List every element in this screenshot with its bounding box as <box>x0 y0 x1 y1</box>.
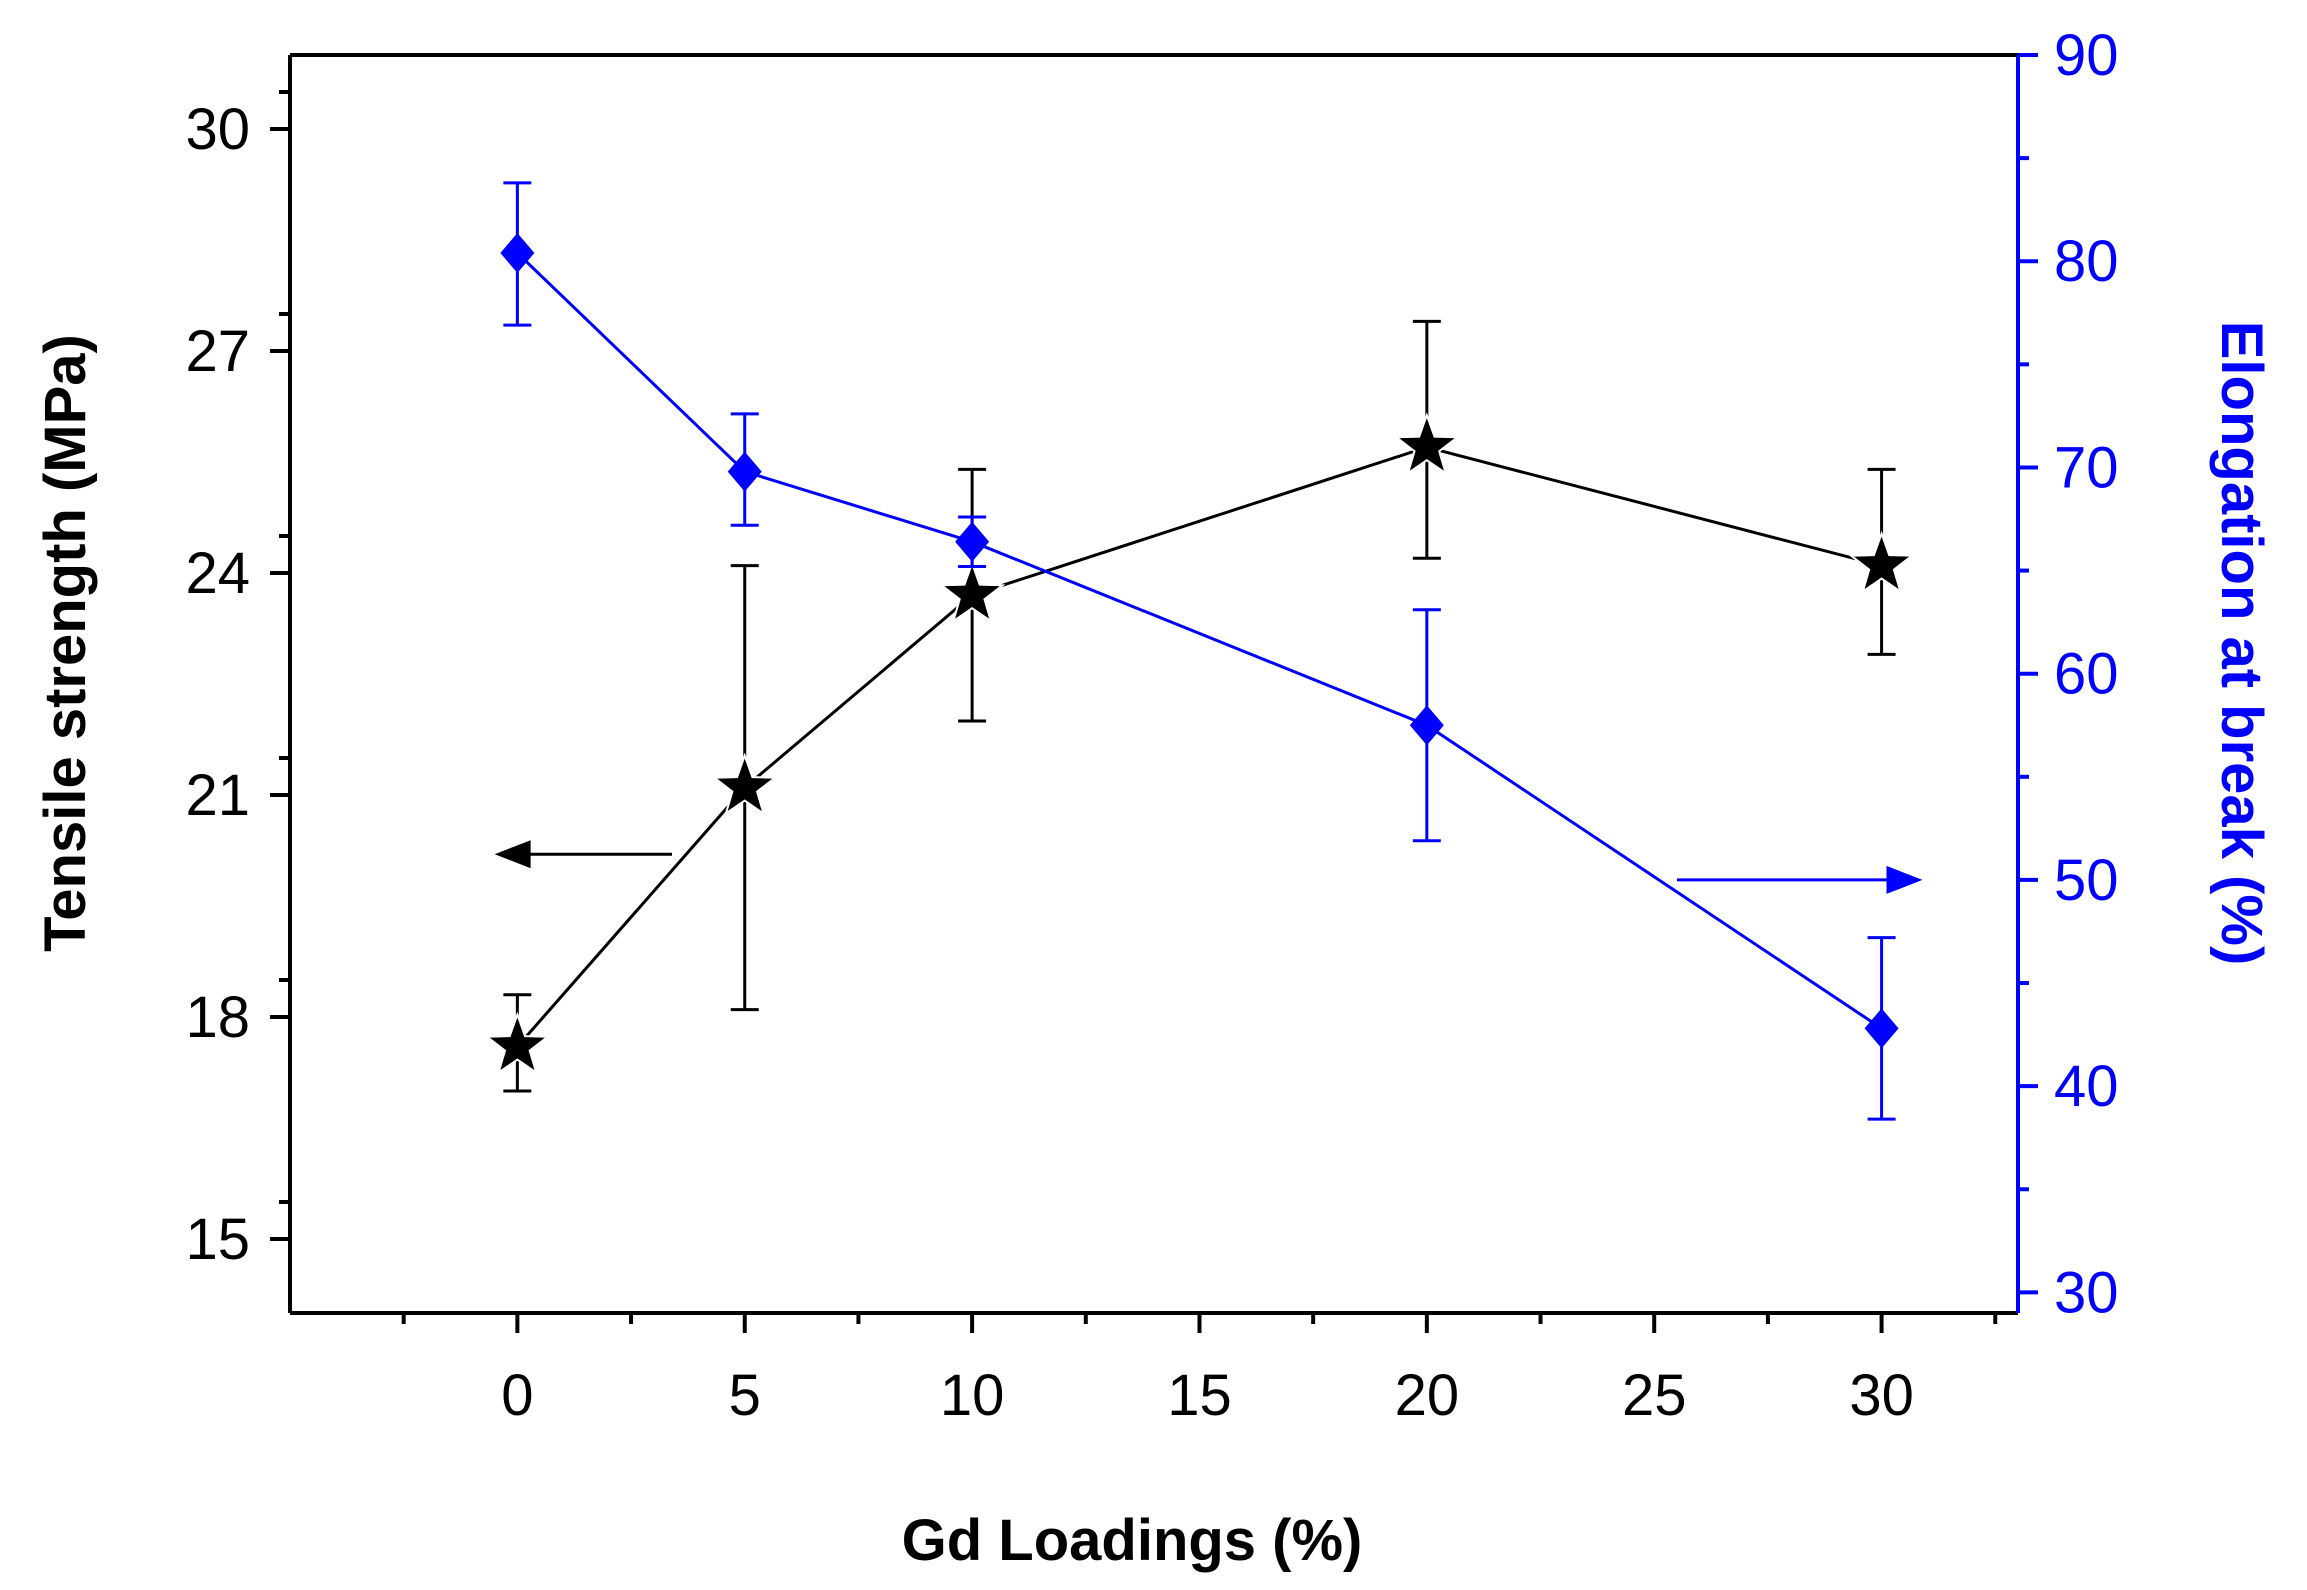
data-point-star <box>1393 412 1461 476</box>
left-y-tick-label: 27 <box>185 319 250 384</box>
x-tick-label: 30 <box>1849 1363 1914 1428</box>
right-y-axis-title: Elongation at break (%) <box>2209 321 2274 966</box>
left-y-tick-label: 18 <box>185 985 250 1050</box>
arrow-head-right <box>1886 865 1923 894</box>
x-tick-label: 0 <box>501 1363 533 1428</box>
right-y-tick-label: 40 <box>2054 1054 2119 1119</box>
right-y-tick-label: 90 <box>2054 23 2119 88</box>
x-tick-label: 10 <box>940 1363 1005 1428</box>
left-y-axis-title: Tensile strength (MPa) <box>33 334 98 952</box>
data-point-diamond <box>1864 1008 1899 1049</box>
data-point-star <box>1848 530 1915 594</box>
left-y-tick-label: 24 <box>185 541 250 606</box>
data-point-diamond <box>1409 705 1444 746</box>
right-y-tick-label: 80 <box>2054 229 2119 294</box>
arrow-head-left <box>494 840 531 869</box>
x-tick-label: 15 <box>1167 1363 1232 1428</box>
x-tick-label: 25 <box>1622 1363 1687 1428</box>
right-y-tick-label: 50 <box>2054 848 2119 913</box>
right-y-tick-label: 70 <box>2054 435 2119 500</box>
left-y-tick-label: 30 <box>185 97 250 162</box>
data-point-star <box>938 560 1006 624</box>
right-y-tick-label: 30 <box>2054 1260 2119 1325</box>
x-axis-title: Gd Loadings (%) <box>902 1508 1363 1573</box>
data-point-diamond <box>955 521 990 562</box>
data-point-star <box>711 752 779 816</box>
series-left-axis <box>484 319 1915 1093</box>
left-y-tick-label: 15 <box>185 1207 250 1272</box>
left-y-tick-label: 21 <box>185 763 250 828</box>
data-point-diamond <box>727 451 762 492</box>
right-y-tick-label: 60 <box>2054 642 2119 707</box>
x-tick-label: 5 <box>729 1363 761 1428</box>
series-right-axis <box>500 181 1899 1121</box>
data-point-star <box>484 1011 551 1075</box>
data-point-diamond <box>500 232 535 273</box>
x-tick-label: 20 <box>1395 1363 1460 1428</box>
